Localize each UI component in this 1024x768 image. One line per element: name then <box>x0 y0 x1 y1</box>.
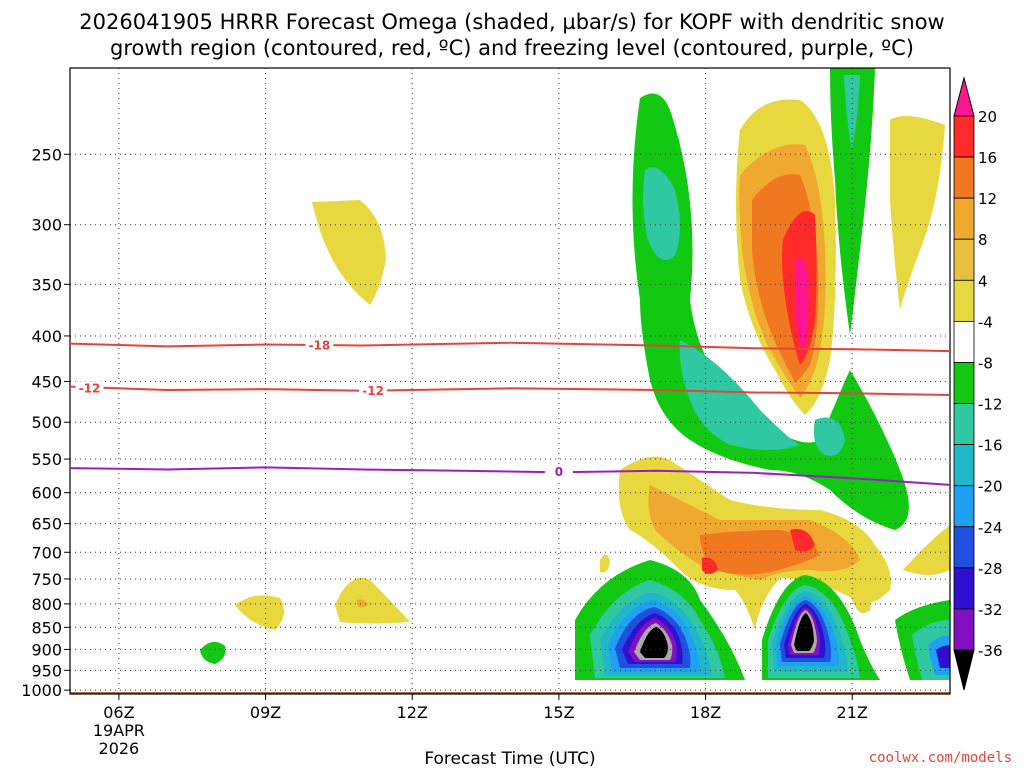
y-axis: 250 300 350 400 450 500 550 600 650 700 750 800 850 9… <box>21 145 70 700</box>
omega-shaded-field <box>70 68 950 694</box>
omega-region-minus8-top <box>844 75 860 150</box>
colorbar-segment-12 <box>953 197 975 240</box>
y-tick-label-850: 850 <box>31 618 62 637</box>
chart-gridlines <box>69 67 951 695</box>
colorbar: 20 16 12 8 4 -4 -8 -12 -16 -20 -24 -28 -32 -36 <box>953 76 1003 691</box>
y-tick-label-450: 450 <box>31 372 62 391</box>
colorbar-segment-4 <box>953 279 975 322</box>
omega-region-plus4-tiny <box>600 554 610 573</box>
omega-region-minus36-core-a <box>640 627 668 658</box>
colorbar-label-20: 20 <box>978 108 997 126</box>
omega-region-plus4-far-right <box>890 116 945 310</box>
omega-region-minus8-mid <box>679 340 800 450</box>
x-tick-year: 2026 <box>99 739 140 758</box>
omega-region-plus4-high-left <box>312 200 386 305</box>
colorbar-label--28: -28 <box>978 560 1003 578</box>
omega-region-plus4-right-lower <box>903 525 950 575</box>
colorbar-label--32: -32 <box>978 601 1003 619</box>
colorbar-label-4: 4 <box>978 272 988 290</box>
ground-strip <box>70 692 950 694</box>
y-tick-label-700: 700 <box>31 543 62 562</box>
contour-label-bg <box>359 383 388 398</box>
colorbar-segment--12 <box>953 403 975 446</box>
omega-region-minus8-upper <box>643 167 680 260</box>
temperature-contours: -18 -12 -12 0 <box>69 338 951 486</box>
y-tick-label-350: 350 <box>31 275 62 294</box>
contour-label--12-b: -12 <box>362 384 384 398</box>
y-tick-label-500: 500 <box>31 413 62 432</box>
y-tick-label-1000: 1000 <box>21 681 62 700</box>
colorbar-label--4: -4 <box>978 313 993 331</box>
colorbar-label-16: 16 <box>978 149 997 167</box>
omega-region-plus16-lower <box>790 529 815 552</box>
omega-region-plus8-small-b <box>357 599 368 608</box>
colorbar-label--20: -20 <box>978 478 1003 496</box>
contour-label--18: -18 <box>308 338 330 352</box>
x-tick-label-18Z: 18Z <box>690 703 721 722</box>
omega-region-minus4-small-left <box>200 641 226 664</box>
chart-title-line2: growth region (contoured, red, ºC) and f… <box>110 36 914 60</box>
contour-label-bg <box>75 381 104 396</box>
omega-region-minus36-core-b <box>794 613 814 651</box>
omega-region-plus4-small-b <box>335 577 410 624</box>
x-tick-label-06Z: 06Z <box>103 703 134 722</box>
colorbar-label--16: -16 <box>978 437 1003 455</box>
colorbar-segment--20 <box>953 485 975 528</box>
colorbar-label--8: -8 <box>978 354 993 372</box>
credit-text[interactable]: coolwx.com/models <box>869 750 1012 766</box>
contour-line--12 <box>69 385 951 396</box>
contour-label-bg <box>544 465 573 480</box>
y-tick-label-900: 900 <box>31 640 62 659</box>
omega-region-minus24-right-core <box>936 645 950 668</box>
colorbar-segment--16 <box>953 444 975 487</box>
x-tick-date: 19APR <box>93 721 145 740</box>
colorbar-segment-16 <box>953 156 975 199</box>
colorbar-segment-20 <box>953 115 975 158</box>
colorbar-segment--4 <box>953 320 975 363</box>
contour-line--18 <box>69 341 951 353</box>
y-tick-label-300: 300 <box>31 216 62 235</box>
omega-region-minus8-right <box>813 417 845 456</box>
colorbar-top-arrow <box>953 76 975 117</box>
colorbar-bottom-arrow <box>953 649 975 691</box>
colorbar-label-12: 12 <box>978 190 997 208</box>
colorbar-segment-8 <box>953 238 975 281</box>
x-tick-label-12Z: 12Z <box>397 703 428 722</box>
chart-title-line1: 2026041905 HRRR Forecast Omega (shaded, … <box>79 10 944 34</box>
contour-line-0 <box>69 466 951 486</box>
omega-region-plus16-lower2 <box>702 557 718 574</box>
colorbar-label--24: -24 <box>978 519 1003 537</box>
y-tick-label-600: 600 <box>31 484 62 503</box>
omega-region-plus4-small-a <box>235 595 284 630</box>
y-tick-label-650: 650 <box>31 515 62 534</box>
colorbar-segment--32 <box>953 608 975 651</box>
y-tick-label-950: 950 <box>31 661 62 680</box>
colorbar-segment--28 <box>953 567 975 610</box>
omega-region-minus4-top <box>830 68 875 335</box>
colorbar-segment--24 <box>953 526 975 569</box>
y-tick-label-400: 400 <box>31 327 62 346</box>
y-tick-label-750: 750 <box>31 570 62 589</box>
contour-label-bg <box>305 338 334 353</box>
y-tick-label-550: 550 <box>31 450 62 469</box>
x-tick-label-21Z: 21Z <box>837 703 868 722</box>
x-axis-label: Forecast Time (UTC) <box>424 749 595 768</box>
colorbar-label-8: 8 <box>978 231 988 249</box>
contour-label--12: -12 <box>79 381 101 395</box>
omega-region-plus4-lower-right2 <box>850 570 871 614</box>
colorbar-label--12: -12 <box>978 396 1003 414</box>
colorbar-segment--8 <box>953 362 975 404</box>
contour-label-0: 0 <box>555 465 563 479</box>
y-tick-label-800: 800 <box>31 595 62 614</box>
x-tick-label-15Z: 15Z <box>543 703 574 722</box>
y-tick-label-250: 250 <box>31 145 62 164</box>
colorbar-label--36: -36 <box>978 642 1003 660</box>
omega-region-plus20-upper <box>795 257 809 355</box>
x-tick-label-09Z: 09Z <box>250 703 281 722</box>
